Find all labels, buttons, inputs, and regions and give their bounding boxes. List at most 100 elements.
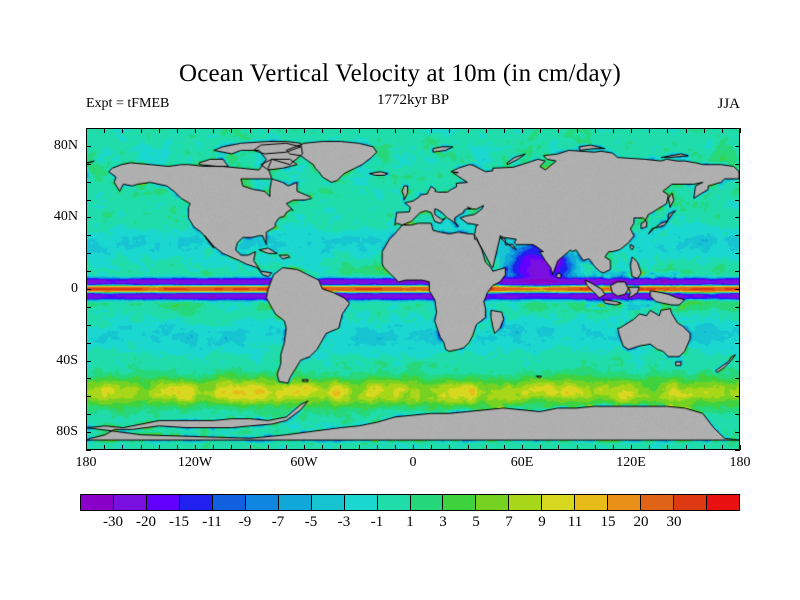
colorbar-label--1: -1 <box>370 514 384 530</box>
x-tick <box>322 445 323 450</box>
x-axis-label-60E: 60E <box>510 455 534 470</box>
y-tick <box>735 271 740 272</box>
y-tick <box>735 146 740 147</box>
x-tick <box>722 445 723 450</box>
x-tick <box>649 128 650 133</box>
x-tick <box>413 128 414 133</box>
x-tick <box>322 128 323 133</box>
x-tick <box>631 445 632 450</box>
x-tick <box>286 128 287 133</box>
x-tick <box>431 445 432 450</box>
colorbar-cell-0 <box>81 495 113 510</box>
colorbar-cell-2 <box>145 495 179 510</box>
x-tick <box>613 445 614 450</box>
colorbar-cell-6 <box>277 495 311 510</box>
x-tick <box>395 128 396 133</box>
x-tick <box>268 128 269 133</box>
x-tick <box>468 445 469 450</box>
y-tick <box>86 432 91 433</box>
colorbar-label-11: 11 <box>567 514 583 530</box>
x-tick <box>740 128 741 133</box>
x-tick <box>686 445 687 450</box>
subtitle-row: Expt = tFMEB 1772kyr BP JJA <box>86 92 740 116</box>
x-tick <box>177 128 178 133</box>
x-tick <box>540 128 541 133</box>
x-tick <box>122 445 123 450</box>
x-tick <box>504 128 505 133</box>
colorbar-label--20: -20 <box>136 514 156 530</box>
x-tick <box>359 445 360 450</box>
colorbar-cell-8 <box>343 495 377 510</box>
colorbar-label--7: -7 <box>271 514 285 530</box>
x-tick <box>86 445 87 450</box>
x-tick <box>195 445 196 450</box>
y-tick <box>86 378 91 379</box>
x-tick <box>613 128 614 133</box>
y-tick <box>735 378 740 379</box>
y-tick <box>735 289 740 290</box>
colorbar-cell-16 <box>607 495 641 510</box>
season-label: JJA <box>717 96 740 112</box>
x-tick <box>141 128 142 133</box>
y-tick <box>735 414 740 415</box>
x-tick <box>486 445 487 450</box>
y-tick <box>86 146 91 147</box>
colorbar-label--15: -15 <box>169 514 189 530</box>
x-tick <box>740 445 741 450</box>
x-tick <box>195 128 196 133</box>
x-tick <box>577 128 578 133</box>
period-label: 1772kyr BP <box>376 92 450 108</box>
page-title: Ocean Vertical Velocity at 10m (in cm/da… <box>178 60 622 87</box>
x-tick <box>686 128 687 133</box>
y-tick <box>86 200 91 201</box>
x-tick <box>304 445 305 450</box>
x-tick <box>104 128 105 133</box>
x-tick <box>504 445 505 450</box>
colorbar-cells <box>80 494 740 511</box>
y-tick <box>86 361 91 362</box>
x-tick <box>104 445 105 450</box>
colorbar-cell-4 <box>211 495 245 510</box>
colorbar-label-5: 5 <box>472 514 480 530</box>
x-tick <box>667 128 668 133</box>
colorbar-cell-15 <box>574 495 608 510</box>
x-tick <box>213 128 214 133</box>
y-tick <box>86 128 91 129</box>
y-axis-label-40S: 40S <box>56 352 78 368</box>
x-tick <box>359 128 360 133</box>
y-tick <box>735 200 740 201</box>
x-axis-label-120E: 120E <box>616 455 646 470</box>
colorbar-cell-7 <box>310 495 344 510</box>
x-tick <box>540 445 541 450</box>
colorbar-label-1: 1 <box>406 514 414 530</box>
x-tick <box>449 128 450 133</box>
x-axis-label-60W: 60W <box>290 455 318 470</box>
colorbar-label-7: 7 <box>505 514 513 530</box>
y-tick <box>735 361 740 362</box>
x-tick <box>468 128 469 133</box>
colorbar-label-20: 20 <box>633 514 649 530</box>
y-tick <box>735 396 740 397</box>
x-tick <box>377 445 378 450</box>
y-axis-labels: 80N 40N 0 40S 80S <box>22 0 78 600</box>
y-tick <box>86 396 91 397</box>
colorbar-cell-11 <box>442 495 476 510</box>
y-tick <box>86 289 91 290</box>
y-tick <box>735 182 740 183</box>
x-tick <box>231 445 232 450</box>
colorbar-cell-14 <box>541 495 575 510</box>
x-tick <box>558 445 559 450</box>
y-tick <box>735 450 740 451</box>
x-tick <box>704 128 705 133</box>
colorbar-label-3: 3 <box>439 514 447 530</box>
x-tick <box>631 128 632 133</box>
colorbar-cell-12 <box>475 495 509 510</box>
colorbar-label--3: -3 <box>337 514 351 530</box>
colorbar-cell-3 <box>178 495 212 510</box>
y-axis-label-40N: 40N <box>53 209 78 225</box>
x-tick <box>722 128 723 133</box>
x-tick <box>704 445 705 450</box>
x-tick <box>340 445 341 450</box>
y-tick <box>735 217 740 218</box>
y-tick <box>86 235 91 236</box>
